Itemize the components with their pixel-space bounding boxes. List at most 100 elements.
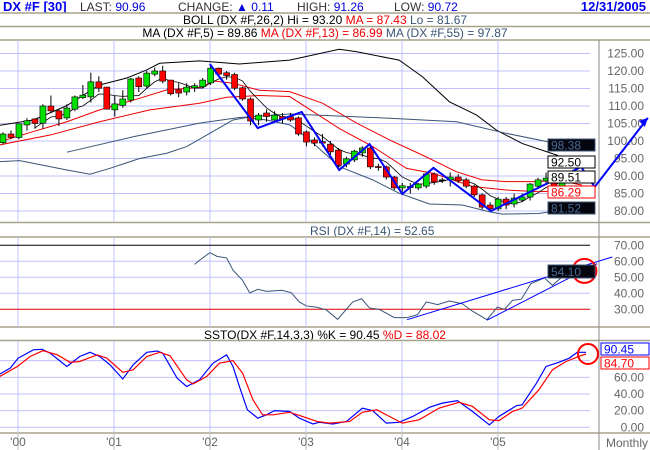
candle-body: [135, 77, 143, 88]
high-value: 91.26: [333, 0, 364, 14]
price-marker-label: 89.51: [551, 171, 581, 185]
highlight-circle-icon: [577, 343, 599, 365]
candle: [255, 113, 262, 126]
candle-body: [175, 89, 182, 94]
high-label: HIGH:: [297, 0, 331, 14]
candle-body: [15, 123, 23, 138]
candle: [247, 97, 254, 126]
candle: [375, 163, 382, 171]
candle-body: [398, 185, 406, 189]
candle-body: [462, 179, 470, 187]
candle: [398, 183, 406, 192]
overlay-line: [66, 113, 587, 153]
ssto-marker-box: [600, 342, 650, 356]
candle-body: [247, 98, 254, 122]
candle: [207, 65, 214, 85]
price-tick-label: 100.00: [607, 134, 644, 148]
candle: [23, 118, 31, 131]
quote-date: 12/31/2005: [580, 0, 646, 14]
x-tick-label: '01: [106, 435, 122, 449]
price-marker-box: [547, 155, 596, 169]
candle-body: [103, 86, 111, 110]
candle-body: [311, 139, 318, 144]
candle-body: [295, 117, 302, 135]
candle: [494, 197, 502, 211]
period-label: Monthly: [606, 436, 649, 450]
candle-body: [383, 166, 390, 178]
candle-body: [31, 118, 39, 124]
ssto-d-line: [0, 350, 587, 424]
ma-legend: MA (DX #F,5) = 89.86 MA (DX #F,13) = 86.…: [0, 27, 650, 40]
ssto-d-value: %D = 88.02: [382, 328, 446, 342]
price-tick-label: 125.00: [607, 47, 644, 61]
price-marker-label: 81.52: [551, 202, 581, 216]
candle-body: [518, 196, 526, 201]
x-tick-label: '05: [490, 435, 506, 449]
candle: [327, 141, 334, 155]
candle-body: [63, 107, 71, 119]
candle-body: [375, 166, 382, 168]
overlay-line: [0, 80, 583, 186]
candle-body: [231, 74, 238, 89]
x-tick-label: '04: [394, 435, 410, 449]
ssto-marker-label: 84.70: [604, 357, 634, 371]
price-tick-label: 110.00: [608, 99, 644, 113]
ssto-tick-label: 20.00: [614, 404, 644, 418]
overlay-line: [0, 48, 583, 166]
overlay-line: [0, 117, 587, 215]
candle-body: [39, 105, 47, 124]
candle-body: [167, 79, 175, 95]
candle-body: [79, 94, 87, 98]
candle: [183, 83, 190, 96]
candle-body: [0, 133, 7, 144]
candle-body: [159, 70, 167, 82]
x-tick-label: '02: [202, 435, 218, 449]
rsi-tick-label: 50.00: [614, 270, 644, 284]
rsi-tick-label: 40.00: [614, 286, 644, 300]
rsi-legend: RSI (DX #F,14) = 52.65: [310, 224, 434, 238]
candle: [71, 95, 79, 112]
candle: [303, 130, 310, 147]
x-tick-label: '03: [298, 435, 314, 449]
candle-body: [47, 105, 55, 112]
last-label: LAST:: [80, 0, 113, 14]
candle: [271, 111, 278, 122]
candle: [95, 76, 103, 92]
price-marker-box: [547, 170, 596, 184]
ssto-tick-label: 60.00: [614, 370, 644, 384]
candle-body: [239, 87, 246, 100]
candle: [0, 132, 7, 145]
candle-body: [414, 183, 422, 189]
candle-body: [55, 110, 63, 120]
price-tick-label: 115.00: [608, 82, 644, 96]
candle-body: [143, 72, 151, 87]
candle: [311, 137, 318, 147]
candle: [175, 83, 182, 98]
candle: [367, 144, 374, 169]
candle-body: [7, 133, 15, 138]
rsi-tick-label: 30.00: [614, 302, 644, 316]
arrow-head-icon: [638, 117, 648, 127]
last-quote: LAST: 90.96: [80, 0, 145, 14]
candle: [335, 148, 342, 169]
candle-body: [95, 81, 103, 89]
triangle-up-icon: ▲: [236, 0, 248, 14]
candle-body: [303, 131, 310, 143]
price-marker-label: 92.50: [551, 156, 581, 170]
symbol-title: DX #F [30]: [3, 0, 67, 14]
rsi-line: [194, 252, 585, 321]
x-tick-label: '00: [10, 435, 26, 449]
candle-body: [71, 96, 79, 110]
candle: [239, 86, 246, 101]
candle: [31, 118, 39, 129]
bollinger-legend: BOLL (DX #F,26,2) Hi = 93.20 MA = 87.43 …: [0, 14, 650, 27]
candle: [223, 71, 230, 80]
ma5-value: MA (DX #F,5) = 89.86: [142, 26, 258, 40]
candle: [159, 65, 167, 84]
candle-body: [367, 147, 374, 168]
candle: [111, 95, 119, 117]
candle: [534, 177, 542, 189]
boll-name: BOLL (DX #F,26,2): [182, 13, 284, 27]
price-tick-label: 120.00: [607, 64, 644, 78]
